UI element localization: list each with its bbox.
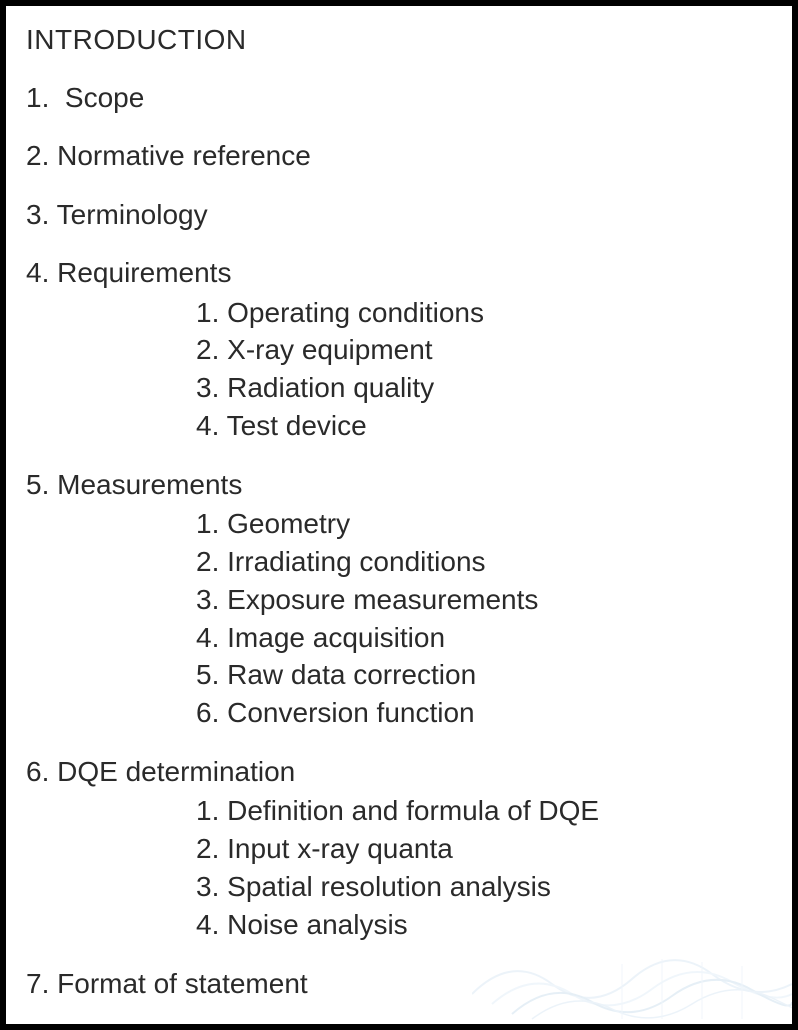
section-label: Format of statement [57, 968, 308, 999]
section-label: Requirements [57, 257, 231, 288]
section-label: Normative reference [57, 140, 311, 171]
section-label: Scope [65, 82, 144, 113]
sub-operating-conditions: 1. Operating conditions [196, 294, 772, 332]
section-number: 4. [26, 255, 49, 291]
sub-image-acquisition: 4. Image acquisition [196, 619, 772, 657]
dqe-sublist: 1. Definition and formula of DQE 2. Inpu… [26, 792, 772, 943]
section-format-of-statement: 7. Format of statement [26, 966, 772, 1002]
sub-radiation-quality: 3. Radiation quality [196, 369, 772, 407]
section-label: DQE determination [57, 756, 295, 787]
sub-xray-equipment: 2. X-ray equipment [196, 331, 772, 369]
section-number: 7. [26, 966, 49, 1002]
sub-conversion-function: 6. Conversion function [196, 694, 772, 732]
section-measurements: 5. Measurements [26, 467, 772, 503]
measurements-sublist: 1. Geometry 2. Irradiating conditions 3.… [26, 505, 772, 732]
requirements-sublist: 1. Operating conditions 2. X-ray equipme… [26, 294, 772, 445]
sub-dqe-definition: 1. Definition and formula of DQE [196, 792, 772, 830]
section-number: 5. [26, 467, 49, 503]
sub-spatial-resolution: 3. Spatial resolution analysis [196, 868, 772, 906]
section-requirements: 4. Requirements [26, 255, 772, 291]
sub-noise-analysis: 4. Noise analysis [196, 906, 772, 944]
section-label: Terminology [57, 199, 208, 230]
section-dqe-determination: 6. DQE determination [26, 754, 772, 790]
section-terminology: 3. Terminology [26, 197, 772, 233]
section-number: 6. [26, 754, 49, 790]
document-frame: INTRODUCTION 1. Scope 2. Normative refer… [0, 0, 798, 1030]
sub-geometry: 1. Geometry [196, 505, 772, 543]
section-normative-reference: 2. Normative reference [26, 138, 772, 174]
section-scope: 1. Scope [26, 80, 772, 116]
page-title: INTRODUCTION [26, 24, 772, 56]
section-number: 2. [26, 138, 49, 174]
sub-irradiating-conditions: 2. Irradiating conditions [196, 543, 772, 581]
sub-exposure-measurements: 3. Exposure measurements [196, 581, 772, 619]
section-label: Measurements [57, 469, 242, 500]
toc-content: INTRODUCTION 1. Scope 2. Normative refer… [6, 6, 792, 1012]
section-number: 1. [26, 80, 49, 116]
section-number: 3. [26, 197, 49, 233]
sub-raw-data-correction: 5. Raw data correction [196, 656, 772, 694]
sub-input-xray-quanta: 2. Input x-ray quanta [196, 830, 772, 868]
sub-test-device: 4. Test device [196, 407, 772, 445]
